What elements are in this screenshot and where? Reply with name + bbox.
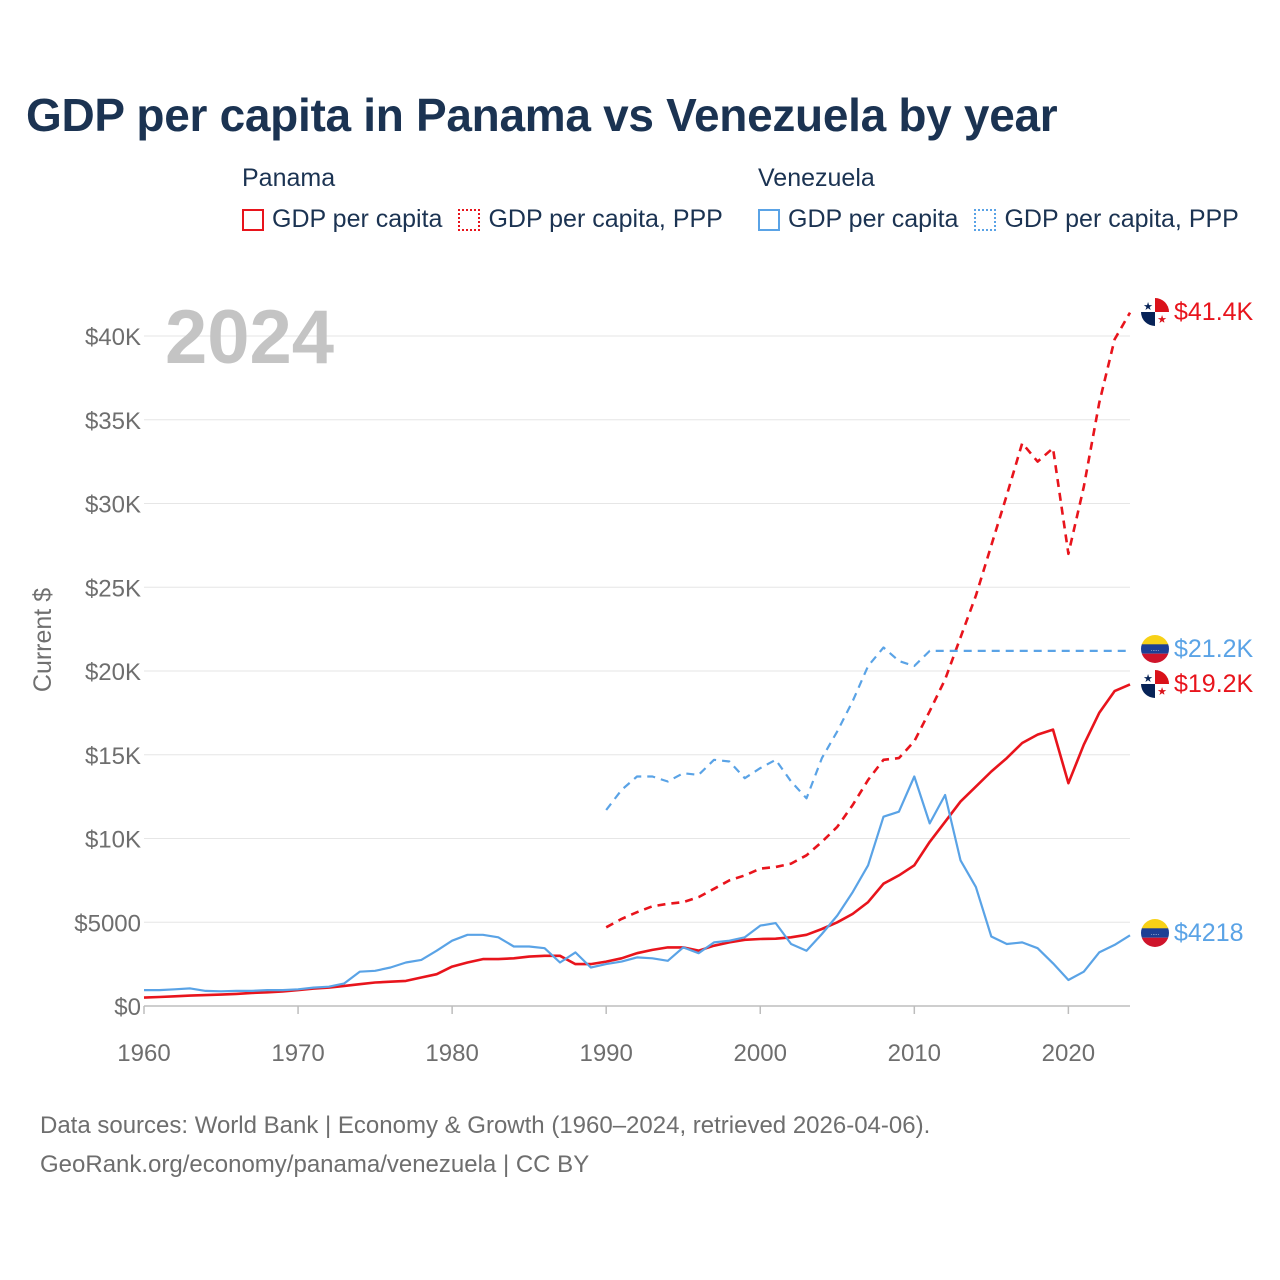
x-tick-label: 1990 [579,1040,632,1067]
x-tick-label: 2000 [734,1040,787,1067]
svg-text:∙∙∙∙∙: ∙∙∙∙∙ [1151,932,1159,938]
svg-text:★: ★ [1157,314,1167,326]
svg-text:★: ★ [1157,686,1167,698]
legend-item-panama-ppp[interactable]: GDP per capita, PPP [458,205,723,234]
end-marker-venezuela-gdp: ∙∙∙∙∙ $4218 [1141,919,1244,947]
x-tick-label: 2010 [888,1040,941,1067]
legend-group-panama: Panama GDP per capita GDP per capita, PP… [242,164,739,234]
legend-item-venezuela-ppp[interactable]: GDP per capita, PPP [974,205,1239,234]
end-label-panama-gdp: $19.2K [1174,670,1254,698]
legend-swatch-dotted-icon [974,208,997,231]
legend-group-venezuela: Venezuela GDP per capita GDP per capita,… [758,164,1255,234]
legend-group-title-venezuela: Venezuela [758,164,875,192]
series-line-panama-ppp [605,311,1132,929]
legend-swatch-dotted-icon [458,208,481,231]
y-tick-label: $5000 [74,910,141,937]
legend-swatch-solid-icon [242,208,264,231]
y-axis-label: Current $ [29,588,57,692]
y-tick-label: $25K [85,575,141,602]
svg-text:★: ★ [1143,673,1153,685]
legend-label: GDP per capita [272,205,443,233]
legend-label: GDP per capita, PPP [488,205,723,233]
legend-item-venezuela-gdp[interactable]: GDP per capita [758,205,958,234]
y-tick-label: $40K [85,324,141,351]
end-label-panama-ppp: $41.4K [1174,298,1254,326]
legend-swatch-solid-icon [758,208,780,231]
data-source-note: Data sources: World Bank | Economy & Gro… [40,1106,930,1184]
series-line-venezuela-ppp [605,646,1130,811]
x-tick-label: 2020 [1042,1040,1095,1067]
x-tick-label: 1970 [271,1040,324,1067]
source-line-1: Data sources: World Bank | Economy & Gro… [40,1112,931,1139]
y-tick-label: $15K [85,743,141,770]
end-marker-panama-ppp: ★ ★ $41.4K [1141,298,1254,326]
svg-text:★: ★ [1143,301,1153,313]
series-lines [143,311,1132,999]
series-line-venezuela-gdp [144,775,1131,993]
y-tick-label: $35K [85,408,141,435]
end-label-venezuela-ppp: $21.2K [1174,635,1254,663]
legend-label: GDP per capita [788,205,959,233]
x-tick-label: 1960 [117,1040,170,1067]
series-line-panama-gdp [143,683,1131,999]
chart-title: GDP per capita in Panama vs Venezuela by… [26,89,1058,141]
y-tick-label: $0 [114,994,141,1021]
y-tick-label: $20K [85,659,141,686]
legend-label: GDP per capita, PPP [1004,205,1239,233]
end-label-venezuela-gdp: $4218 [1174,919,1244,947]
legend-item-panama-gdp[interactable]: GDP per capita [242,205,442,234]
x-axis-ticks: 1960 1970 1980 1990 2000 2010 2020 [117,1006,1095,1067]
venezuela-flag-icon: ∙∙∙∙∙ [1141,919,1169,947]
end-marker-panama-gdp: ★ ★ $19.2K [1141,670,1254,698]
y-tick-label: $10K [85,827,141,854]
end-marker-venezuela-ppp: ∙∙∙∙∙ $21.2K [1141,635,1254,663]
y-axis-ticks: $0 $5000 $10K $15K $20K $25K $30K $35K $40K [74,324,141,1021]
x-tick-label: 1980 [425,1040,478,1067]
gridlines [144,335,1130,1007]
source-line-2[interactable]: GeoRank.org/economy/panama/venezuela | C… [40,1151,590,1178]
legend-group-title-panama: Panama [242,164,336,192]
svg-text:∙∙∙∙∙: ∙∙∙∙∙ [1151,648,1159,654]
panama-flag-icon: ★ ★ [1141,298,1169,326]
panama-flag-icon: ★ ★ [1141,670,1169,698]
year-watermark: 2024 [165,295,334,380]
y-tick-label: $30K [85,492,141,519]
venezuela-flag-icon: ∙∙∙∙∙ [1141,635,1169,663]
